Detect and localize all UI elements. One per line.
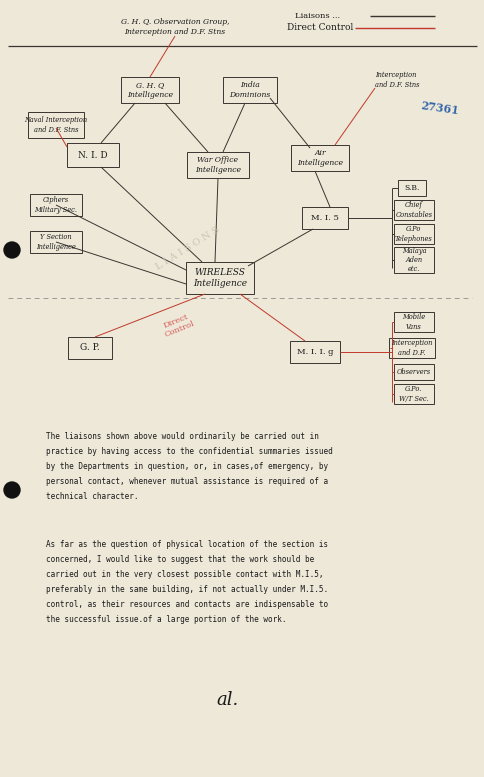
Text: Chief
Constables: Chief Constables xyxy=(394,201,432,218)
Bar xyxy=(28,112,84,138)
Bar xyxy=(187,152,248,178)
Text: As far as the question of physical location of the section is
concerned, I would: As far as the question of physical locat… xyxy=(46,540,328,624)
Text: Interception
and D.F.: Interception and D.F. xyxy=(391,340,432,357)
Text: 27361: 27361 xyxy=(419,100,459,116)
Text: India
Dominions: India Dominions xyxy=(229,82,270,99)
Text: Malaya
Aden
etc.: Malaya Aden etc. xyxy=(401,247,425,274)
Text: Air
Intelligence: Air Intelligence xyxy=(296,149,342,166)
Circle shape xyxy=(4,482,20,498)
Bar xyxy=(393,200,433,220)
Bar xyxy=(393,224,433,244)
Text: G.Po.
W/T Sec.: G.Po. W/T Sec. xyxy=(398,385,428,402)
Bar xyxy=(68,337,112,359)
Text: G.Po
Telephones: G.Po Telephones xyxy=(394,225,432,242)
Bar xyxy=(393,247,433,273)
Text: Interception
and D.F. Stns: Interception and D.F. Stns xyxy=(374,71,419,89)
Bar xyxy=(121,77,179,103)
Text: G. H. Q. Observation Group,
Interception and D.F. Stns: G. H. Q. Observation Group, Interception… xyxy=(121,18,229,36)
Text: Y Section
Intelligence: Y Section Intelligence xyxy=(36,233,76,251)
Text: S.B.: S.B. xyxy=(404,184,419,192)
Bar xyxy=(397,180,425,196)
Bar xyxy=(186,262,254,294)
Bar xyxy=(223,77,276,103)
Bar xyxy=(393,384,433,404)
Bar xyxy=(290,145,348,171)
Text: Direct
Control: Direct Control xyxy=(160,311,196,339)
Text: N. I. D: N. I. D xyxy=(78,151,107,159)
Bar xyxy=(30,194,82,216)
Bar xyxy=(302,207,348,229)
Text: WIRELESS
Intelligence: WIRELESS Intelligence xyxy=(193,268,246,287)
Text: Observers: Observers xyxy=(396,368,430,376)
Bar xyxy=(393,364,433,380)
Text: Ciphers
Military Sec.: Ciphers Military Sec. xyxy=(34,197,77,214)
Text: M. I. I. g: M. I. I. g xyxy=(296,348,333,356)
Text: Mobile
Vans: Mobile Vans xyxy=(402,313,424,330)
Text: G. H. Q
Intelligence: G. H. Q Intelligence xyxy=(127,82,173,99)
Text: G. P.: G. P. xyxy=(80,343,100,353)
Text: Naval Interception
and D.F. Stns: Naval Interception and D.F. Stns xyxy=(24,117,88,134)
Text: al.: al. xyxy=(216,691,239,709)
Bar xyxy=(388,338,434,358)
Bar xyxy=(67,143,119,167)
Bar xyxy=(30,231,82,253)
Bar xyxy=(393,312,433,332)
Bar xyxy=(289,341,339,363)
Text: M. I. 5: M. I. 5 xyxy=(310,214,338,222)
Text: Direct Control: Direct Control xyxy=(287,23,352,33)
Circle shape xyxy=(4,242,20,258)
Text: War Office
Intelligence: War Office Intelligence xyxy=(195,156,241,173)
Text: The liaisons shown above would ordinarily be carried out in
practice by having a: The liaisons shown above would ordinaril… xyxy=(46,432,332,501)
Text: L I A I S O N S: L I A I S O N S xyxy=(154,225,221,271)
Text: Liaisons ...: Liaisons ... xyxy=(294,12,339,20)
